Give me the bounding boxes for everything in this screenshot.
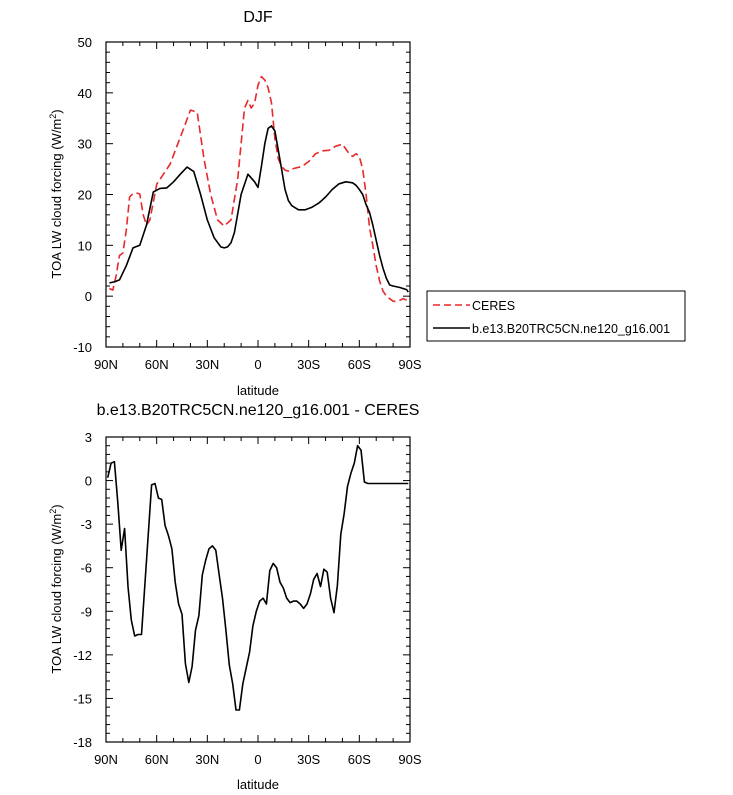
x-axis-label: latitude — [237, 383, 279, 398]
x-tick-label: 60S — [348, 752, 371, 767]
chart-title: b.e13.B20TRC5CN.ne120_g16.001 - CERES — [97, 402, 420, 419]
y-tick-label: 50 — [78, 35, 92, 50]
panel-djf: DJF 90N 60N 30N 0 30S 60S 90S -10 0 10 20 30 40 50 l… — [48, 9, 686, 398]
series-line-model — [106, 444, 409, 711]
x-tick-label: 90S — [398, 357, 421, 372]
y-axis-label: TOA LW cloud forcing (W/m2) — [48, 109, 64, 278]
x-axis-ticks: 90N 60N 30N 0 30S 60S 90S — [94, 437, 422, 767]
chart-title: DJF — [243, 9, 273, 26]
x-tick-label: 90S — [398, 752, 421, 767]
x-tick-label: 90N — [94, 357, 118, 372]
y-axis-ticks: -18 -15 -12 -9 -6 -3 0 3 — [73, 430, 410, 750]
y-tick-label: -15 — [73, 691, 92, 706]
y-tick-label: 40 — [78, 86, 92, 101]
x-tick-label: 30S — [297, 357, 320, 372]
y-tick-label: 30 — [78, 137, 92, 152]
series-group — [109, 75, 409, 303]
x-tick-label: 60N — [145, 752, 169, 767]
y-tick-label: -9 — [80, 604, 92, 619]
x-axis-ticks: 90N 60N 30N 0 30S 60S 90S — [94, 42, 422, 372]
legend-box — [426, 290, 686, 342]
y-tick-label: -10 — [73, 340, 92, 355]
x-axis-label: latitude — [237, 777, 279, 792]
x-tick-label: 30N — [195, 752, 219, 767]
x-tick-label: 90N — [94, 752, 118, 767]
y-axis-label: TOA LW cloud forcing (W/m2) — [48, 504, 64, 673]
legend: CERES b.e13.B20TRC5CN.ne120_g16.001 — [426, 290, 686, 342]
y-tick-label: 20 — [78, 188, 92, 203]
y-tick-label: 3 — [85, 430, 92, 445]
series-line-model — [109, 125, 409, 293]
y-axis-ticks: -10 0 10 20 30 40 50 — [73, 35, 410, 355]
y-tick-label: -12 — [73, 648, 92, 663]
x-tick-label: 0 — [254, 357, 261, 372]
x-tick-label: 0 — [254, 752, 261, 767]
panel-difference: b.e13.B20TRC5CN.ne120_g16.001 - CERES 90… — [48, 402, 422, 792]
x-tick-label: 30S — [297, 752, 320, 767]
y-tick-label: 0 — [85, 289, 92, 304]
y-tick-label: -6 — [80, 561, 92, 576]
y-tick-label: 10 — [78, 238, 92, 253]
x-tick-label: 60S — [348, 357, 371, 372]
series-group — [106, 444, 409, 711]
series-line-ceres — [109, 75, 409, 303]
legend-label-ceres: CERES — [472, 299, 515, 313]
legend-label-model: b.e13.B20TRC5CN.ne120_g16.001 — [472, 322, 670, 336]
x-tick-label: 60N — [145, 357, 169, 372]
y-tick-label: -18 — [73, 735, 92, 750]
y-tick-label: -3 — [80, 517, 92, 532]
x-tick-label: 30N — [195, 357, 219, 372]
y-tick-label: 0 — [85, 474, 92, 489]
